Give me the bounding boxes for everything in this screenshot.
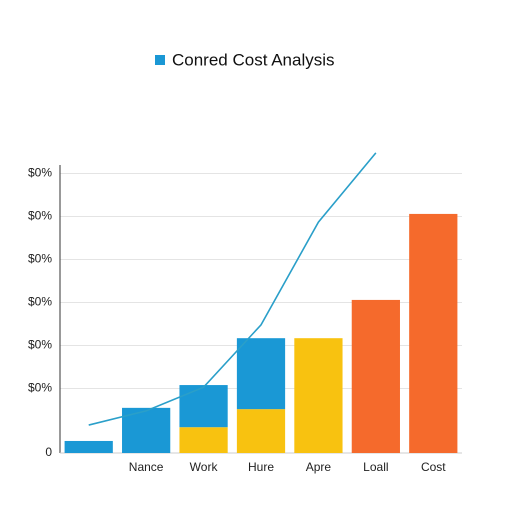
bar (294, 338, 343, 453)
x-tick-label: Loall (363, 460, 388, 474)
y-tick-label: $0% (28, 252, 52, 266)
bar (409, 213, 458, 453)
x-tick-label: Work (190, 460, 219, 474)
y-tick-label: $0% (28, 381, 52, 395)
x-tick-label: Cost (421, 460, 446, 474)
x-tick-label: Apre (306, 460, 332, 474)
bar (236, 338, 286, 410)
bar (351, 299, 400, 453)
y-tick-label: $0% (28, 166, 52, 180)
x-tick-label: Hure (248, 460, 274, 474)
bar (179, 385, 228, 428)
y-tick-label: $0% (28, 209, 52, 223)
bar (64, 440, 113, 453)
line (88, 152, 377, 426)
chart-title: Conred Cost Analysis (172, 50, 335, 69)
y-tick-label: 0 (45, 445, 52, 459)
bar (236, 409, 286, 453)
y-tick-label: $0% (28, 338, 52, 352)
x-tick-label: Nance (129, 460, 164, 474)
y-tick-label: $0% (28, 295, 52, 309)
bar (179, 427, 228, 453)
title-marker (155, 55, 165, 65)
